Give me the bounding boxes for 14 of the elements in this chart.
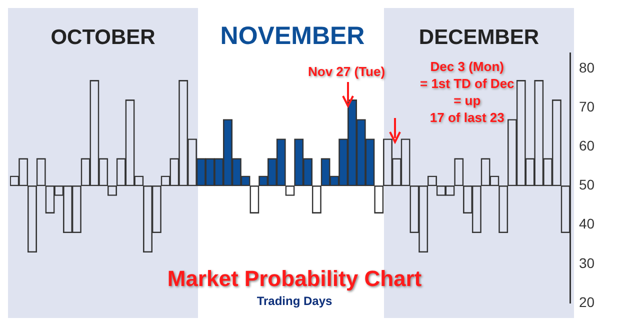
y-tick-label: 40 (579, 216, 595, 232)
text: NOVEMBER (219, 22, 366, 51)
annotation: Nov 27 (Tue) (308, 63, 386, 80)
y-tick-label: 80 (579, 59, 595, 76)
x-axis-title: Trading Days (256, 294, 332, 308)
y-tick-label: 30 (579, 254, 595, 271)
text: DECEMBER (418, 26, 540, 50)
text: OCTOBER (50, 26, 156, 50)
y-tick-label: 50 (579, 176, 595, 193)
y-tick-label: 70 (579, 98, 595, 115)
annotation: Dec 3 (Mon) = 1st TD of Dec = up 17 of last 23 (420, 58, 514, 126)
y-tick-label: 60 (579, 138, 595, 154)
text: Market Probability Chart (167, 266, 422, 291)
y-tick-label: 20 (579, 294, 595, 310)
